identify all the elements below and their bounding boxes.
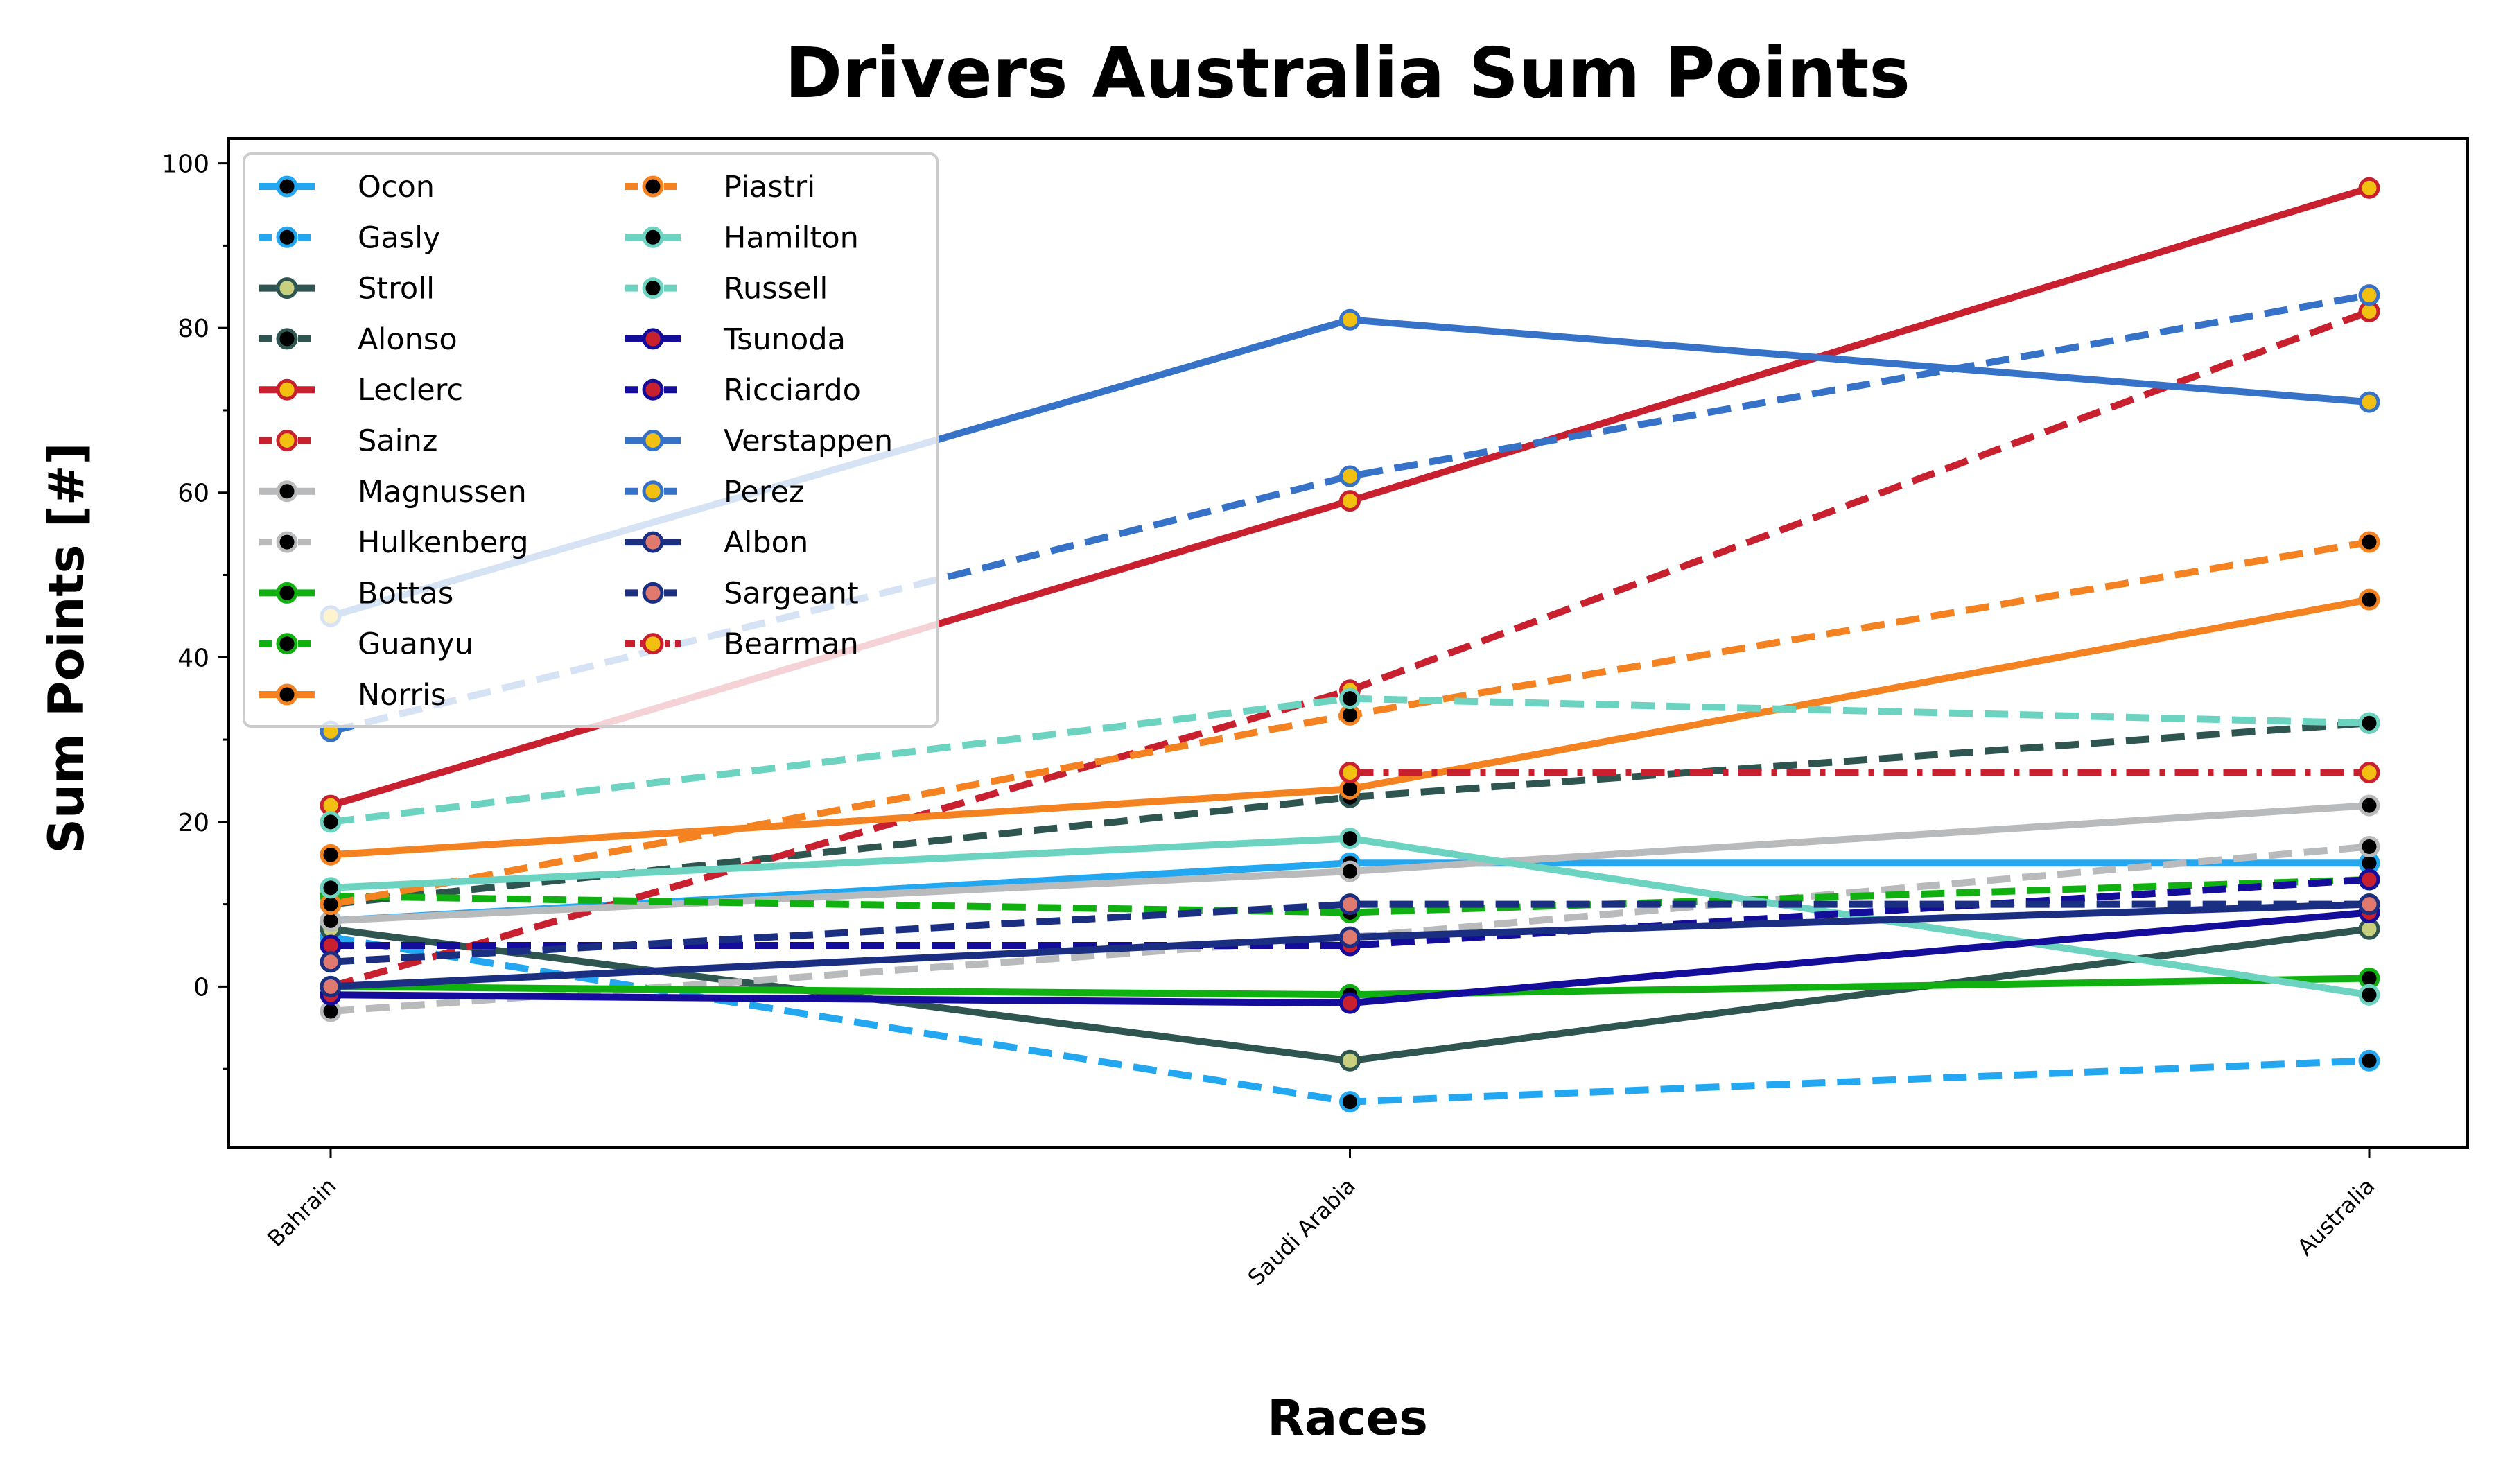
data-point-bearman — [1339, 762, 1361, 784]
data-point-leclerc — [2358, 177, 2380, 199]
legend-label-tsunoda: Tsunoda — [723, 322, 846, 357]
y-tick-label: 80 — [177, 315, 209, 343]
data-point-hamilton — [2358, 984, 2380, 1006]
data-point-sargeant — [1339, 893, 1361, 916]
data-point-ricciardo — [2358, 868, 2380, 891]
legend-marker-perez — [642, 480, 664, 503]
data-point-magnussen — [1339, 860, 1361, 882]
plot-frame — [227, 137, 2469, 1149]
y-tick-label: 60 — [177, 480, 209, 508]
data-point-perez — [1339, 465, 1361, 487]
y-axis-label: Sum Points [#] — [38, 443, 95, 854]
data-point-hamilton — [1339, 828, 1361, 850]
legend-marker-albon — [642, 531, 664, 553]
legend-marker-piastri — [642, 175, 664, 198]
data-point-magnussen — [2358, 794, 2380, 817]
legend-label-leclerc: Leclerc — [358, 373, 463, 408]
legend-label-stroll: Stroll — [358, 272, 435, 306]
data-point-leclerc — [1339, 490, 1361, 512]
legend-marker-ricciardo — [642, 378, 664, 401]
legend-marker-magnussen — [276, 480, 298, 503]
legend-marker-tsunoda — [642, 328, 664, 350]
data-point-stroll — [1339, 1049, 1361, 1072]
legend-label-perez: Perez — [724, 475, 805, 509]
data-point-russell — [320, 811, 342, 833]
legend-marker-guanyu — [276, 633, 298, 655]
legend-label-gasly: Gasly — [358, 220, 440, 255]
legend-label-piastri: Piastri — [724, 170, 815, 204]
legend: Ocon Gasly Stroll Alonso Leclerc Sainz Magnuss… — [243, 152, 939, 728]
data-point-albon — [1339, 926, 1361, 948]
legend-label-hulkenberg: Hulkenberg — [358, 525, 529, 560]
legend-label-magnussen: Magnussen — [358, 475, 527, 509]
legend-label-hamilton: Hamilton — [724, 220, 859, 255]
y-tick-label: 20 — [177, 809, 209, 837]
data-point-sargeant — [320, 951, 342, 973]
legend-marker-bottas — [276, 582, 298, 604]
legend-label-verstappen: Verstappen — [724, 424, 893, 459]
legend-marker-gasly — [276, 226, 298, 248]
y-tick-label: 40 — [177, 644, 209, 672]
legend-box — [243, 152, 939, 728]
data-point-albon — [320, 975, 342, 997]
legend-marker-norris — [276, 683, 298, 706]
legend-label-guanyu: Guanyu — [358, 627, 473, 662]
legend-label-sargeant: Sargeant — [724, 576, 859, 611]
series-line-perez — [329, 291, 2370, 735]
data-point-russell — [2358, 712, 2380, 734]
data-point-verstappen — [1339, 308, 1361, 331]
x-axis-label: Races — [1267, 1390, 1428, 1447]
chart-title: Drivers Australia Sum Points — [785, 33, 1910, 114]
legend-label-bearman: Bearman — [724, 627, 859, 662]
data-point-norris — [2358, 588, 2380, 611]
legend-marker-russell — [642, 277, 664, 299]
data-point-russell — [1339, 688, 1361, 710]
legend-label-sainz: Sainz — [358, 424, 437, 459]
legend-marker-leclerc — [276, 378, 298, 401]
legend-label-alonso: Alonso — [358, 322, 457, 357]
data-point-perez — [2358, 284, 2380, 306]
data-point-sargeant — [2358, 893, 2380, 916]
data-point-norris — [320, 844, 342, 866]
legend-marker-ocon — [276, 175, 298, 198]
legend-marker-verstappen — [642, 430, 664, 451]
data-point-verstappen — [2358, 391, 2380, 413]
legend-marker-sainz — [276, 430, 298, 451]
legend-marker-alonso — [276, 328, 298, 350]
data-point-gasly — [2358, 1049, 2380, 1072]
legend-label-bottas: Bottas — [358, 576, 453, 611]
y-tick-label: 0 — [193, 973, 209, 1002]
y-tick-label: 100 — [162, 150, 209, 179]
legend-marker-hulkenberg — [276, 531, 298, 553]
legend-marker-stroll — [276, 277, 298, 299]
data-point-bearman — [2358, 762, 2380, 784]
legend-marker-hamilton — [642, 226, 664, 248]
legend-label-albon: Albon — [724, 525, 808, 560]
legend-label-ricciardo: Ricciardo — [724, 373, 861, 408]
data-point-tsunoda — [1339, 992, 1361, 1014]
data-point-hamilton — [320, 877, 342, 899]
legend-marker-bearman — [642, 633, 664, 655]
series-line-sargeant — [330, 900, 2369, 966]
data-point-piastri — [2358, 531, 2380, 553]
legend-label-russell: Russell — [724, 272, 828, 306]
legend-label-ocon: Ocon — [358, 170, 435, 204]
legend-marker-sargeant — [642, 582, 664, 604]
data-point-gasly — [1339, 1091, 1361, 1113]
legend-label-norris: Norris — [358, 678, 446, 713]
series-line-guanyu — [330, 875, 2370, 916]
data-point-hulkenberg — [2358, 835, 2380, 857]
